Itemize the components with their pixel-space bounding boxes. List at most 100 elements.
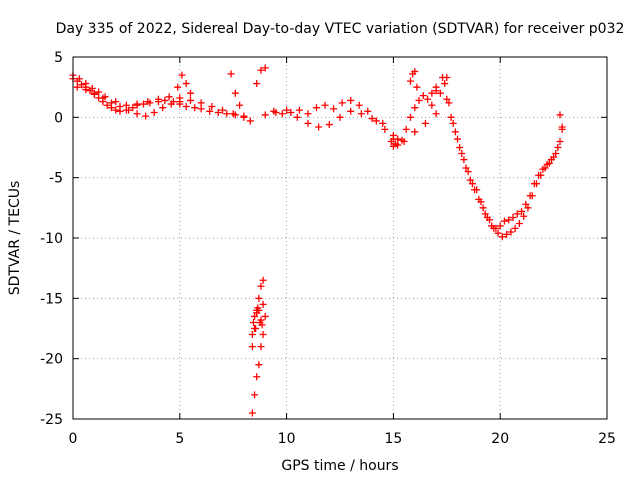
data-point xyxy=(197,105,205,113)
data-point xyxy=(154,95,162,103)
data-point xyxy=(82,80,90,88)
data-point xyxy=(347,96,355,104)
data-point xyxy=(182,102,190,110)
data-point xyxy=(227,70,235,78)
data-point xyxy=(321,101,329,109)
data-point xyxy=(116,102,124,110)
data-point xyxy=(257,66,265,74)
data-point xyxy=(252,325,260,332)
data-point xyxy=(368,115,376,123)
x-tick-label: 10 xyxy=(278,431,296,447)
data-point xyxy=(530,180,538,188)
data-point xyxy=(475,195,483,203)
data-point xyxy=(543,160,551,168)
data-point xyxy=(304,110,312,118)
data-point xyxy=(253,80,261,88)
y-tick-label: -10 xyxy=(40,231,63,247)
data-point xyxy=(466,176,474,184)
data-point xyxy=(261,64,269,72)
data-point xyxy=(443,95,451,103)
data-point xyxy=(389,131,397,139)
data-point xyxy=(191,104,199,112)
data-point xyxy=(471,186,479,194)
data-point xyxy=(413,83,421,91)
data-point xyxy=(261,111,269,119)
data-point xyxy=(253,373,261,381)
data-point xyxy=(522,200,530,208)
data-point xyxy=(197,99,205,107)
data-point xyxy=(133,110,141,118)
data-point xyxy=(261,312,269,320)
data-point xyxy=(95,88,103,96)
data-point xyxy=(387,137,395,145)
data-point xyxy=(428,89,436,97)
data-point xyxy=(357,110,365,118)
data-point xyxy=(178,71,186,79)
data-point xyxy=(432,110,440,118)
data-point xyxy=(406,77,414,85)
data-point xyxy=(219,106,227,114)
data-point xyxy=(78,81,86,89)
data-point xyxy=(552,150,560,158)
data-point xyxy=(257,343,265,351)
data-point xyxy=(99,94,107,102)
data-point xyxy=(251,312,259,320)
data-point xyxy=(161,96,169,104)
chart-title: Day 335 of 2022, Sidereal Day-to-day VTE… xyxy=(56,21,625,37)
data-point xyxy=(503,230,511,238)
data-point xyxy=(229,110,237,118)
data-point xyxy=(500,217,508,225)
data-point xyxy=(402,125,410,133)
data-point xyxy=(547,156,555,164)
data-point xyxy=(231,89,239,97)
y-tick-label: -20 xyxy=(40,352,63,368)
x-tick-label: 25 xyxy=(598,431,616,447)
data-point xyxy=(122,101,130,109)
data-point xyxy=(75,75,83,83)
data-point xyxy=(112,106,120,114)
data-point xyxy=(249,318,257,326)
data-point xyxy=(447,113,455,121)
data-point xyxy=(507,228,515,236)
data-point xyxy=(206,107,214,115)
data-point xyxy=(167,100,175,108)
data-point xyxy=(419,92,427,100)
data-point xyxy=(223,110,231,118)
data-point xyxy=(150,109,158,117)
data-point xyxy=(174,83,182,91)
data-point xyxy=(259,276,267,284)
data-point xyxy=(392,140,400,148)
data-point xyxy=(451,128,459,136)
data-point xyxy=(176,98,184,106)
data-point xyxy=(208,102,216,110)
data-point xyxy=(186,96,194,104)
data-point xyxy=(441,80,449,88)
data-point xyxy=(558,123,566,131)
x-tick-label: 0 xyxy=(69,431,78,447)
data-point xyxy=(259,300,267,308)
data-point xyxy=(336,113,344,121)
data-point xyxy=(278,110,286,118)
data-point xyxy=(103,101,111,109)
data-point xyxy=(381,125,389,133)
x-tick-label: 20 xyxy=(491,431,509,447)
y-tick-label: -25 xyxy=(40,412,63,428)
data-point xyxy=(144,98,152,106)
data-point xyxy=(125,106,133,114)
data-point xyxy=(511,224,519,232)
data-point xyxy=(428,101,436,109)
data-point xyxy=(535,171,543,179)
x-axis-label: GPS time / hours xyxy=(281,458,398,474)
data-point xyxy=(347,107,355,115)
data-point xyxy=(554,144,562,151)
data-point xyxy=(165,93,173,101)
data-point xyxy=(338,99,346,107)
data-point xyxy=(259,331,267,339)
data-point xyxy=(498,233,506,241)
data-point xyxy=(246,117,254,125)
data-point xyxy=(139,100,147,108)
data-point xyxy=(462,164,470,172)
data-point xyxy=(443,74,451,82)
data-point xyxy=(496,222,504,230)
data-point xyxy=(520,212,528,220)
